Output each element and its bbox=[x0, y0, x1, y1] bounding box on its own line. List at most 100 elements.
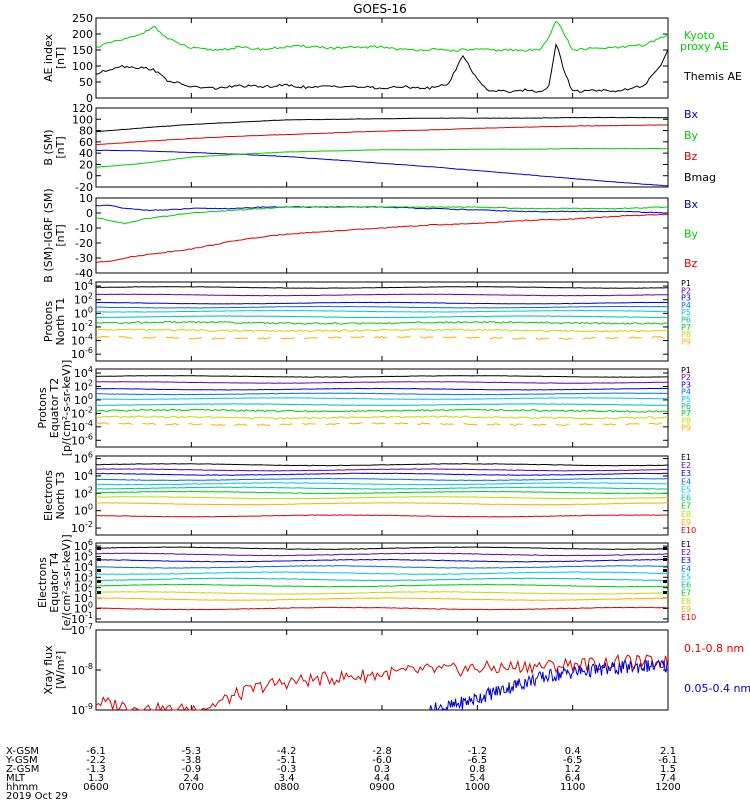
legend-label: E8 bbox=[681, 597, 691, 606]
footer-value: 0.4 bbox=[565, 746, 581, 757]
y-tick-label: 10-9 bbox=[71, 702, 93, 717]
legend-label: By bbox=[684, 129, 699, 142]
legend-label: E4 bbox=[681, 564, 691, 573]
footer-row-label: MLT bbox=[6, 773, 26, 784]
series-line bbox=[95, 403, 669, 406]
legend-label: P1 bbox=[681, 279, 691, 288]
y-axis-label: North T3 bbox=[54, 472, 67, 520]
legend-label: E10 bbox=[681, 526, 696, 535]
footer-ephemeris: X-GSM -6.1 -5.3 -4.2 -2.8 -1.2 0.4 2.1 Y-GSM -2.2… bbox=[5, 746, 681, 800]
y-tick-label: 10-1 bbox=[71, 611, 93, 626]
series-line bbox=[95, 301, 669, 305]
legend-label: P6 bbox=[681, 402, 691, 411]
y-tick-label: 104 bbox=[74, 278, 93, 293]
footer-value: 1200 bbox=[655, 782, 680, 793]
panel-3: B (SM)-IGRF (SM) [nT] -40 -30 -20 -10 0 10 Bx By B… bbox=[42, 188, 699, 282]
legend-label: P3 bbox=[681, 380, 691, 389]
series-line bbox=[96, 387, 668, 391]
footer-value: 3.4 bbox=[279, 773, 295, 784]
footer-row-label: Y-GSM bbox=[5, 755, 38, 766]
legend-label: P8 bbox=[681, 416, 691, 425]
edge-marker bbox=[97, 569, 101, 572]
y-tick-label: 103 bbox=[74, 569, 93, 584]
y-tick-label: 100 bbox=[72, 60, 93, 73]
series-line bbox=[95, 286, 668, 289]
y-tick-label: 150 bbox=[72, 44, 93, 57]
series-line bbox=[95, 309, 669, 313]
footer-value: -1.3 bbox=[86, 764, 106, 775]
footer-value: -2.2 bbox=[86, 755, 106, 766]
legend-label: P4 bbox=[681, 301, 691, 310]
panel-6: Electrons North T310610410210010-2E1E2E3E… bbox=[42, 451, 696, 536]
y-tick-label: 10-6 bbox=[71, 432, 93, 447]
footer-value: -6.5 bbox=[468, 755, 488, 766]
series-line bbox=[95, 482, 668, 486]
edge-marker bbox=[663, 547, 667, 550]
legend-label: P2 bbox=[681, 373, 691, 382]
series-line bbox=[96, 490, 669, 495]
y-axis-label: Equator T2 bbox=[48, 378, 61, 438]
y-tick-label: 105 bbox=[74, 549, 93, 564]
series-line bbox=[95, 124, 669, 146]
legend-label: Bz bbox=[684, 150, 698, 163]
y-tick-label: -40 bbox=[75, 267, 93, 280]
series-line bbox=[95, 415, 669, 420]
chart-title: GOES-16 bbox=[353, 2, 407, 16]
series-line bbox=[95, 149, 669, 187]
legend-label: E9 bbox=[681, 605, 691, 614]
footer-value: 6.4 bbox=[565, 773, 581, 784]
legend-label: P5 bbox=[681, 395, 691, 404]
y-tick-label: 10 bbox=[79, 192, 93, 205]
legend-label: Kyoto bbox=[684, 29, 715, 42]
y-tick-label: 10-6 bbox=[71, 346, 93, 361]
footer-value: 0600 bbox=[83, 782, 108, 793]
series-line bbox=[95, 320, 669, 325]
y-axis-label: [nT] bbox=[54, 224, 67, 246]
series-line bbox=[95, 381, 669, 384]
y-tick-label: 80 bbox=[79, 125, 93, 138]
legend-label: P4 bbox=[681, 388, 691, 397]
y-axis-label: [p/(cm²-s-sr-keV)] bbox=[60, 360, 73, 457]
series-line bbox=[95, 375, 668, 378]
y-axis-label: [e/(cm²-s-sr-keV)] bbox=[60, 534, 73, 630]
y-axis-label: Protons bbox=[36, 387, 49, 428]
edge-marker bbox=[663, 591, 667, 594]
panel-8: Xray flux [W/m²] 10-7 10-8 10-9 0.1-0.8 nm 0.0… bbox=[42, 622, 750, 717]
series-line bbox=[96, 305, 669, 309]
legend-label: E6 bbox=[681, 494, 691, 503]
y-axis-label: North T1 bbox=[54, 298, 67, 346]
panel-frame bbox=[95, 281, 669, 362]
y-tick-label: 10-8 bbox=[71, 662, 93, 677]
y-tick-label: 120 bbox=[72, 102, 93, 115]
legend-label: Bx bbox=[684, 198, 699, 211]
legend-label: P6 bbox=[681, 316, 691, 325]
y-axis-label: Protons bbox=[42, 301, 55, 342]
y-axis-label: [W/m²] bbox=[54, 651, 67, 689]
series-line bbox=[95, 20, 669, 52]
series-line bbox=[95, 502, 668, 506]
footer-date: 2019 Oct 29 bbox=[6, 791, 68, 800]
series-line bbox=[95, 328, 669, 333]
y-tick-label: 104 bbox=[74, 559, 93, 574]
y-tick-label: 106 bbox=[74, 538, 93, 553]
y-axis-label: Equator T4 bbox=[48, 552, 61, 612]
y-axis-label: Xray flux bbox=[42, 645, 55, 695]
series-line bbox=[95, 392, 669, 396]
footer-value: -6.5 bbox=[563, 755, 583, 766]
series-line bbox=[429, 659, 669, 712]
footer-value: -6.0 bbox=[372, 755, 392, 766]
y-tick-label: -20 bbox=[75, 237, 93, 250]
panel-5: Protons Equator T2 [p/(cm²-s-sr-keV)] 10410… bbox=[36, 360, 691, 457]
series-line bbox=[95, 206, 669, 225]
y-tick-label: 0 bbox=[86, 170, 93, 183]
series-line bbox=[96, 565, 669, 569]
y-tick-label: 10-2 bbox=[71, 520, 93, 535]
legend-label: E7 bbox=[681, 589, 691, 598]
series-line bbox=[95, 213, 669, 264]
footer-value: 1100 bbox=[560, 782, 585, 793]
edge-marker bbox=[663, 569, 667, 572]
legend-label: E1 bbox=[681, 540, 691, 549]
footer-value: 0700 bbox=[179, 782, 204, 793]
